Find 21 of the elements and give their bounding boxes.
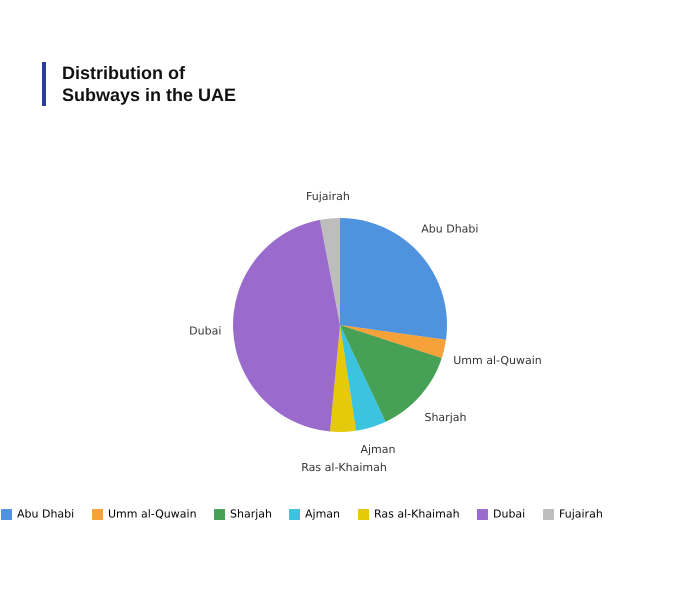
- legend-label: Umm al-Quwain: [108, 508, 197, 521]
- legend-label: Dubai: [493, 508, 526, 521]
- slice-label: Abu Dhabi: [421, 222, 478, 236]
- legend-label: Fujairah: [559, 508, 603, 521]
- legend-label: Ras al-Khaimah: [374, 508, 460, 521]
- pie-slice: [330, 325, 356, 432]
- slice-label: Fujairah: [306, 190, 350, 204]
- pie-slice: [340, 218, 447, 340]
- pie-slice: [233, 220, 340, 432]
- pie-slice: [320, 218, 340, 325]
- legend-label: Ajman: [305, 508, 340, 521]
- slice-label: Ras al-Khaimah: [301, 461, 387, 474]
- legend-label: Abu Dhabi: [17, 508, 74, 521]
- slice-label: Ajman: [360, 442, 396, 456]
- slice-label: Dubai: [189, 324, 222, 338]
- slice-label: Sharjah: [424, 410, 466, 424]
- pie-slice: [340, 325, 386, 431]
- slice-label: Umm al-Quwain: [453, 354, 542, 368]
- pie-slice: [340, 325, 446, 358]
- chart-title: Distribution of Subways in the UAE: [42, 62, 262, 106]
- legend-label: Sharjah: [230, 508, 272, 521]
